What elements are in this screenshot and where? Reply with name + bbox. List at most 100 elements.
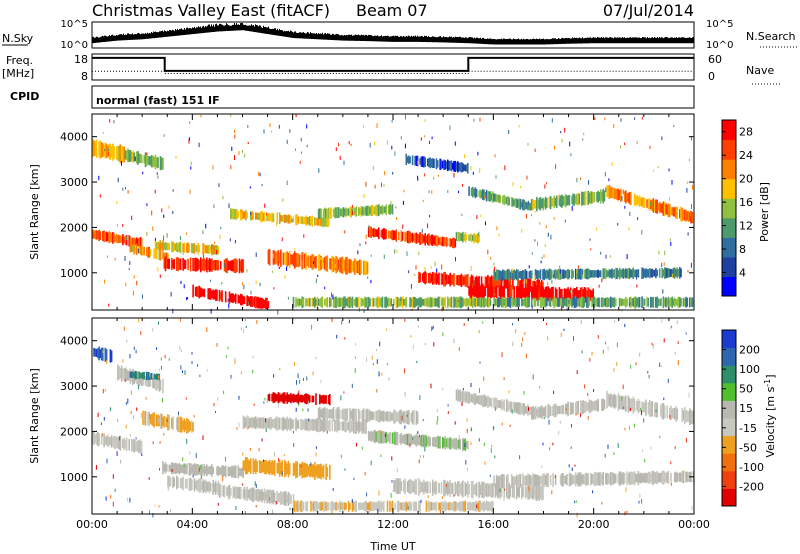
noise-cell	[494, 455, 496, 459]
range-cell	[182, 258, 184, 271]
range-cell	[518, 402, 520, 415]
range-cell	[188, 420, 191, 432]
range-cell	[638, 400, 641, 412]
noise-cell	[273, 287, 275, 290]
range-cell	[109, 437, 112, 446]
range-cell	[531, 407, 533, 420]
range-cell	[103, 230, 105, 242]
range-cell	[444, 160, 446, 170]
range-cell	[425, 298, 428, 307]
range-cell	[209, 288, 212, 300]
range-cell	[525, 296, 528, 308]
range-cell	[453, 161, 455, 172]
range-cell	[295, 214, 297, 226]
range-cell	[219, 484, 222, 497]
noise-cell	[215, 410, 216, 413]
range-cell	[436, 160, 439, 168]
range-cell	[587, 473, 589, 486]
range-cell	[322, 418, 325, 433]
range-cell	[523, 288, 525, 298]
range-cell	[154, 377, 157, 391]
range-cell	[454, 160, 457, 172]
range-cell	[426, 502, 429, 510]
range-cell	[680, 472, 682, 482]
noise-cell	[391, 456, 393, 461]
range-cell	[401, 502, 404, 511]
range-cell	[574, 288, 577, 302]
noise-cell	[120, 459, 121, 464]
range-cell	[542, 286, 544, 301]
range-cell	[256, 488, 258, 502]
range-cell	[592, 191, 594, 203]
range-cell	[677, 269, 680, 277]
noise-cell	[416, 360, 418, 364]
noise-cell	[685, 332, 687, 335]
y-tick-label: 2000	[60, 221, 88, 234]
range-cell	[314, 217, 316, 226]
range-cell	[473, 232, 475, 244]
range-cell	[252, 297, 255, 307]
noise-cell	[428, 190, 430, 193]
noise-cell	[534, 276, 536, 280]
range-cell	[320, 395, 322, 404]
noise-cell	[157, 267, 159, 272]
range-cell	[470, 233, 473, 243]
range-cell	[381, 431, 384, 443]
range-cell	[515, 269, 518, 281]
range-cell	[98, 141, 100, 157]
range-cell	[209, 259, 212, 272]
range-cell	[483, 394, 485, 408]
range-cell	[192, 258, 194, 272]
range-cell	[460, 501, 463, 511]
noise-cell	[659, 362, 661, 368]
range-cell	[473, 298, 475, 306]
range-cell	[139, 439, 142, 455]
range-cell	[578, 268, 581, 280]
range-cell	[493, 475, 495, 488]
range-cell	[419, 435, 421, 446]
range-cell	[519, 402, 522, 415]
range-cell	[339, 421, 341, 431]
noise-cell	[576, 269, 578, 274]
range-cell	[280, 462, 282, 475]
range-cell	[508, 297, 510, 307]
range-cell	[650, 268, 652, 278]
range-cell	[677, 473, 680, 482]
range-cell	[404, 298, 406, 306]
range-cell	[428, 500, 430, 513]
range-cell	[589, 400, 592, 413]
range-cell	[431, 502, 434, 511]
range-cell	[277, 493, 280, 503]
range-cell	[563, 475, 566, 484]
noise-cell	[522, 281, 524, 284]
noise-cell	[338, 142, 339, 147]
range-cell	[640, 472, 642, 484]
range-cell	[143, 247, 145, 256]
range-cell	[408, 479, 410, 494]
range-cell	[325, 208, 327, 219]
range-cell	[430, 297, 433, 308]
range-cell	[314, 501, 316, 511]
range-cell	[129, 236, 132, 246]
range-cell	[537, 406, 539, 419]
range-cell	[201, 481, 203, 491]
noise-cell	[625, 487, 627, 493]
range-cell	[689, 408, 691, 426]
range-cell	[472, 296, 474, 308]
velocity-x-axis: 00:00 04:00 08:00 12:00 16:00 20:00 00:00	[76, 318, 710, 531]
range-cell	[320, 218, 322, 226]
noise-cell	[384, 171, 386, 176]
range-cell	[607, 297, 610, 307]
noise-cell	[404, 368, 405, 374]
range-cell	[528, 286, 531, 300]
noise-cell	[429, 214, 431, 218]
range-cell	[451, 502, 454, 511]
range-cell	[307, 298, 310, 307]
noise-cell	[670, 461, 672, 465]
range-cell	[457, 231, 459, 242]
noise-cell	[493, 262, 495, 266]
range-cell	[611, 187, 613, 199]
noise-cell	[295, 148, 296, 151]
range-cell	[378, 409, 380, 423]
